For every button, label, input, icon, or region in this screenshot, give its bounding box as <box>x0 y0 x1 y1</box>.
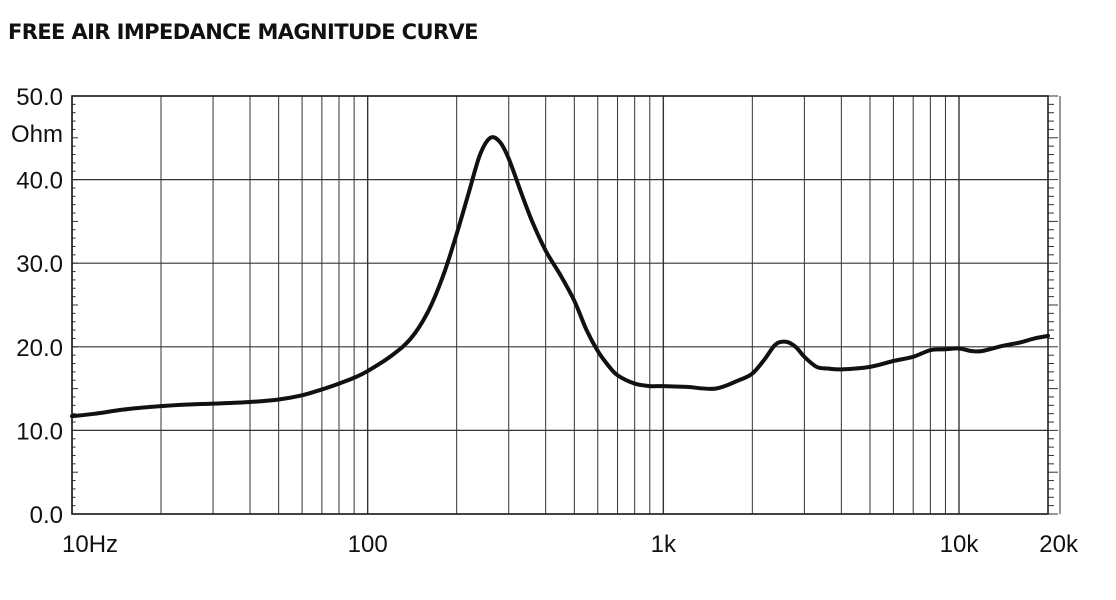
y-tick-label: 30.0 <box>16 251 63 278</box>
y-tick-label: 40.0 <box>16 168 63 195</box>
x-tick-label: 10k <box>940 531 980 558</box>
y-axis-unit-label: Ohm <box>11 121 63 148</box>
plot-frame <box>71 95 1049 515</box>
major-gridlines <box>72 95 1048 515</box>
x-tick-label: 1k <box>651 531 677 558</box>
x-tick-labels: 10Hz 100 1k 10k 20k <box>62 531 1079 558</box>
x-tick-label: 20k <box>1039 531 1079 558</box>
right-axis-ruler <box>72 95 1061 515</box>
y-tick-label: 20.0 <box>16 335 63 362</box>
y-tick-label: 10.0 <box>16 418 63 445</box>
y-tick-labels: 0.0 10.0 20.0 30.0 40.0 50.0 <box>16 84 63 529</box>
y-tick-label: 50.0 <box>16 84 63 111</box>
chart-title: FREE AIR IMPEDANCE MAGNITUDE CURVE <box>8 20 479 44</box>
y-tick-label: 0.0 <box>30 502 63 529</box>
impedance-curve <box>70 135 1050 419</box>
x-tick-label: 10Hz <box>62 531 118 558</box>
minor-gridlines <box>71 96 1049 514</box>
x-tick-label: 100 <box>348 531 388 558</box>
